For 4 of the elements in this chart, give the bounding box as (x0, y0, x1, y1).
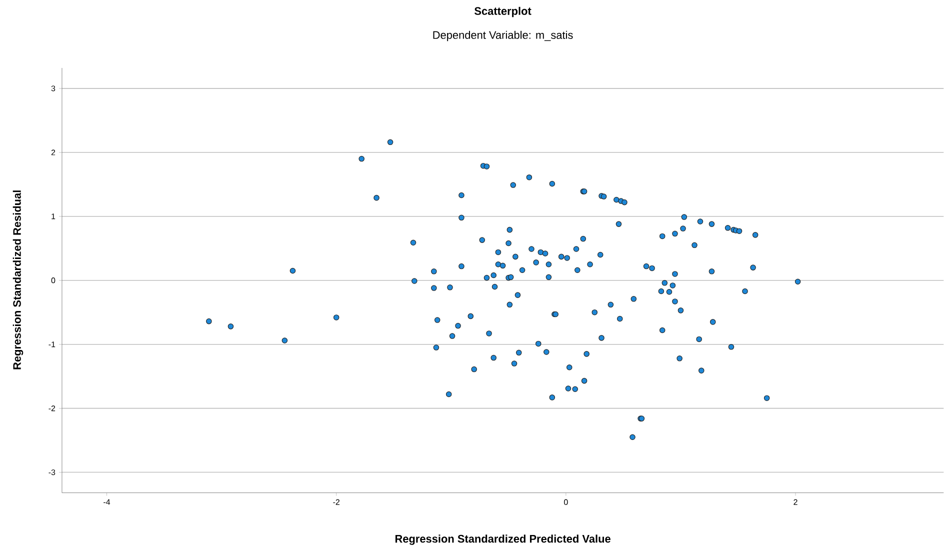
y-axis-title: Regression Standardized Residual (12, 190, 24, 370)
x-axis-title: Regression Standardized Predicted Value (395, 534, 610, 546)
chart-subtitle: Dependent Variable: m_satis (433, 30, 573, 42)
chart-title: Scatterplot (474, 7, 532, 18)
